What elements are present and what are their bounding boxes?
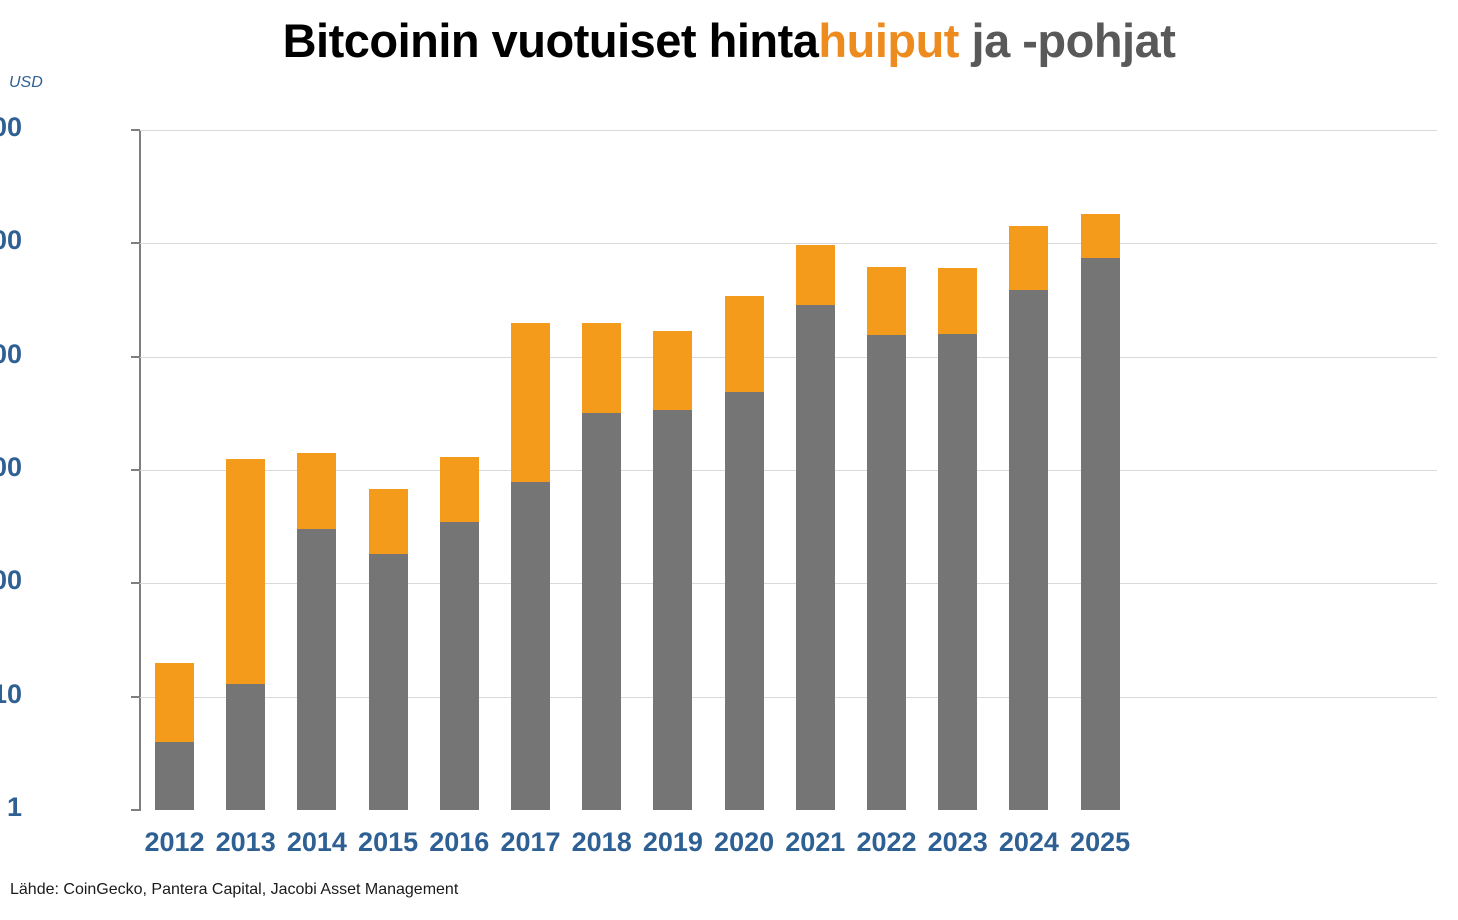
x-axis-label: 2016 <box>429 827 490 857</box>
bar-group[interactable] <box>226 130 266 810</box>
bar-segment-high[interactable] <box>582 323 622 413</box>
gridline <box>140 583 1437 585</box>
bar-segment-high[interactable] <box>653 331 693 411</box>
x-axis-label: 2022 <box>856 827 917 857</box>
bar-segment-high[interactable] <box>867 266 906 336</box>
bar-segment-high[interactable] <box>938 268 978 334</box>
bar-segment-high[interactable] <box>439 457 479 522</box>
y-axis-tick <box>131 695 140 698</box>
gridline <box>140 356 1437 358</box>
bar-segment-low[interactable] <box>653 410 693 810</box>
bar-group[interactable] <box>439 130 479 810</box>
bar-group[interactable] <box>795 130 835 810</box>
x-axis-label: 2021 <box>785 827 846 857</box>
gridline <box>140 130 1437 131</box>
bar-segment-low[interactable] <box>1009 290 1049 810</box>
x-axis-label: 2019 <box>642 827 703 857</box>
y-axis-label: 100 <box>0 565 22 596</box>
bar-group[interactable] <box>724 130 764 810</box>
bar-group[interactable] <box>582 130 622 810</box>
y-axis-unit-label: USD <box>9 74 43 91</box>
bar-segment-high[interactable] <box>155 662 194 742</box>
x-axis-label: 2017 <box>500 827 561 857</box>
bar-segment-low[interactable] <box>1080 258 1120 810</box>
bar-segment-low[interactable] <box>867 335 906 810</box>
plot-area <box>131 129 1437 811</box>
bar-group[interactable] <box>1009 130 1049 810</box>
bar-group[interactable] <box>867 130 906 810</box>
x-axis-label: 2015 <box>358 827 419 857</box>
y-axis-tick <box>131 582 140 585</box>
bar-segment-low[interactable] <box>155 741 194 810</box>
title-segment-orange: huiput <box>818 14 959 67</box>
y-axis-label: 1 000 <box>0 452 22 482</box>
y-axis-label: 1 <box>6 792 22 822</box>
bar-group[interactable] <box>368 130 408 810</box>
bar-group[interactable] <box>938 130 978 810</box>
bar-group[interactable] <box>297 130 337 810</box>
x-axis-label: 2014 <box>286 827 347 857</box>
bar-group[interactable] <box>155 130 194 810</box>
bar-segment-low[interactable] <box>511 482 550 810</box>
x-axis-label: 2025 <box>1070 827 1131 857</box>
title-segment-gray: ja -pohjat <box>958 14 1176 67</box>
bar-group[interactable] <box>653 130 693 810</box>
bar-group[interactable] <box>511 130 550 810</box>
bar-segment-low[interactable] <box>368 554 408 810</box>
gridline <box>140 696 1437 698</box>
y-axis-tick <box>131 469 140 471</box>
bar-segment-low[interactable] <box>724 391 764 810</box>
y-axis-label: 10 <box>0 678 22 709</box>
title-segment-black: Bitcoinin vuotuiset hinta <box>282 14 819 67</box>
gridline <box>140 470 1437 471</box>
bar-segment-low[interactable] <box>938 333 978 810</box>
bar-segment-high[interactable] <box>226 459 266 684</box>
bar-segment-high[interactable] <box>724 296 764 392</box>
bar-group[interactable] <box>1080 130 1120 810</box>
x-axis-label: 2018 <box>571 827 632 857</box>
y-axis-tick <box>131 242 140 245</box>
y-axis-label: 100 000 <box>0 225 22 256</box>
bar-segment-high[interactable] <box>368 488 408 555</box>
x-axis-label: 2012 <box>144 827 205 857</box>
bar-segment-high[interactable] <box>511 322 550 483</box>
source-note: Lähde: CoinGecko, Pantera Capital, Jacob… <box>10 881 459 898</box>
bar-segment-high[interactable] <box>297 453 337 530</box>
bar-segment-high[interactable] <box>795 245 835 306</box>
page-title: Bitcoinin vuotuiset hintahuiput ja -pohj… <box>0 12 1458 70</box>
bar-segment-low[interactable] <box>439 521 479 810</box>
y-axis-label: 1 000 000 <box>0 112 22 142</box>
x-axis-label: 2024 <box>998 827 1059 857</box>
bar-segment-high[interactable] <box>1009 226 1049 291</box>
gridline <box>140 243 1437 245</box>
y-axis-tick <box>131 129 140 131</box>
bar-segment-low[interactable] <box>795 305 835 810</box>
bar-segment-high[interactable] <box>1080 213 1120 259</box>
bar-segment-low[interactable] <box>297 529 337 810</box>
y-axis-tick <box>131 355 140 358</box>
x-axis-label: 2020 <box>714 827 775 857</box>
bar-segment-low[interactable] <box>582 412 622 810</box>
x-axis-label: 2023 <box>927 827 988 857</box>
x-axis-label: 2013 <box>215 827 276 857</box>
y-axis-label: 10 000 <box>0 338 22 369</box>
y-axis-tick <box>131 809 140 811</box>
bar-segment-low[interactable] <box>226 683 266 810</box>
